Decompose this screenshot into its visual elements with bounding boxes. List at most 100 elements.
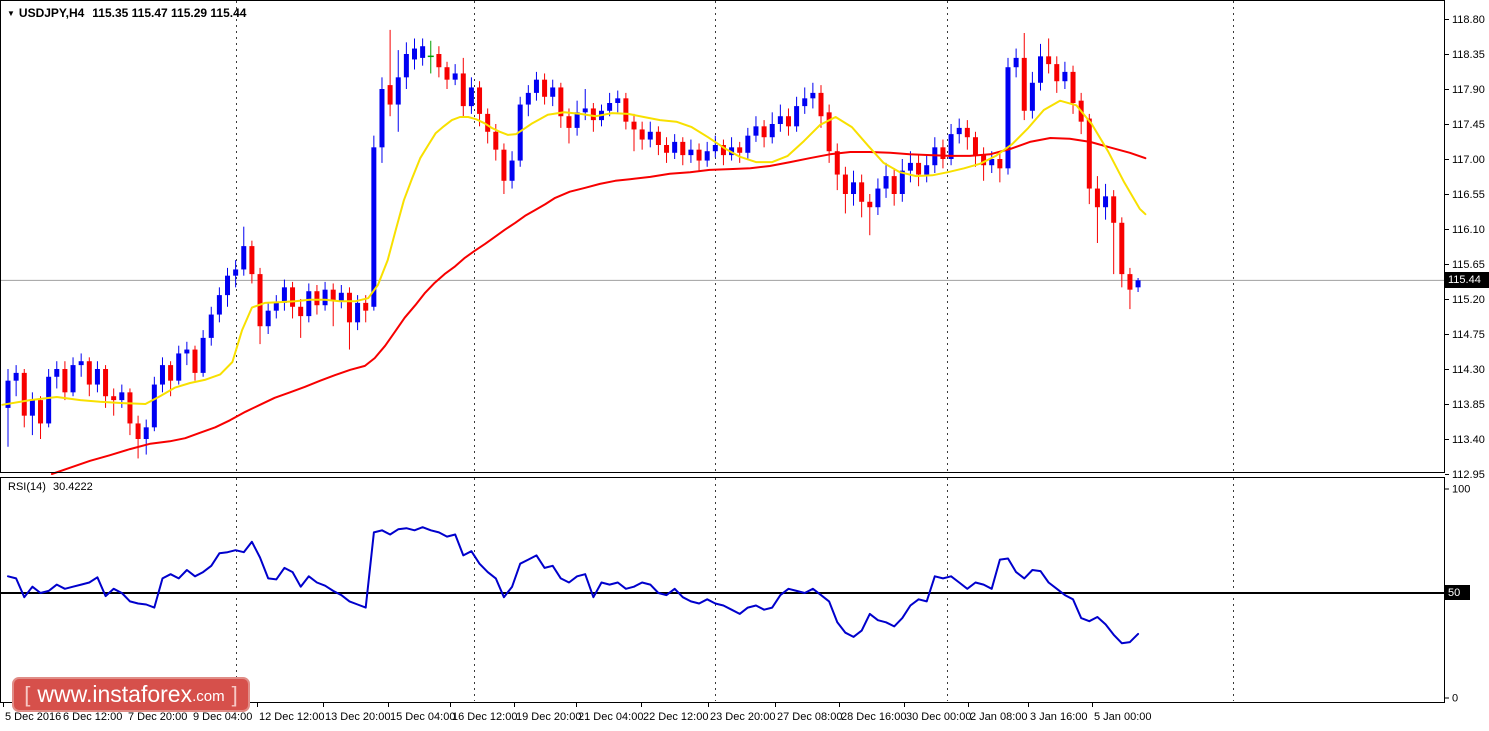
candle-body: [712, 145, 718, 152]
candle-body: [1054, 64, 1060, 82]
candle-body: [200, 337, 206, 373]
rsi-panel-border: [0, 477, 1445, 703]
candle-body: [550, 87, 556, 97]
candle-body: [86, 361, 92, 385]
candle-body: [127, 392, 133, 424]
candle-body: [1119, 222, 1125, 275]
candle-body: [468, 87, 474, 107]
candle-body: [972, 137, 978, 156]
candle-body: [62, 369, 68, 393]
candle-body: [281, 287, 287, 303]
candle-body: [761, 126, 767, 138]
candle-body: [891, 176, 897, 195]
time-axis-label: 2 Jan 08:00: [970, 711, 1028, 723]
time-axis-label: 5 Dec 2016: [5, 711, 61, 723]
candle-body: [314, 291, 320, 306]
candle-body: [794, 106, 800, 127]
candle-body: [330, 289, 336, 301]
price-axis-label: 114.30: [1452, 364, 1485, 376]
price-axis-label: 117.45: [1452, 119, 1485, 131]
candle-body: [1127, 274, 1133, 290]
time-axis-label: 6 Dec 12:00: [63, 711, 122, 723]
candle-body: [233, 269, 239, 276]
candle-body: [574, 112, 580, 128]
candle-body: [306, 291, 312, 317]
time-axis-label: 7 Dec 20:00: [128, 711, 187, 723]
candle-body: [184, 349, 190, 354]
candle-body: [257, 274, 263, 327]
current-price-badge: 115.44: [1445, 272, 1489, 288]
candle-body: [907, 162, 913, 171]
time-axis-label: 22 Dec 12:00: [643, 711, 708, 723]
candle-body: [485, 113, 491, 132]
candle-body: [54, 369, 60, 377]
candle-body: [395, 77, 401, 105]
candle-body: [558, 87, 564, 117]
candle-body: [785, 116, 791, 127]
candle-body: [1062, 71, 1068, 82]
main-panel-border: [0, 0, 1445, 473]
candle-body: [78, 361, 84, 366]
watermark-open-bracket: [: [24, 681, 31, 707]
rsi-level-badge: 50: [1445, 585, 1470, 600]
candle-body: [94, 369, 100, 385]
candle-body: [143, 427, 149, 440]
price-axis-label: 112.95: [1452, 469, 1485, 481]
time-axis-label: 28 Dec 16:00: [841, 711, 906, 723]
candle-body: [956, 127, 962, 135]
rsi-indicator-name: RSI(14): [8, 481, 46, 493]
candle-body: [696, 149, 702, 161]
candle-body: [273, 302, 279, 311]
time-axis-label: 21 Dec 04:00: [578, 711, 643, 723]
candle-body: [225, 275, 231, 296]
candle-body: [509, 160, 515, 181]
candle-body: [38, 400, 44, 424]
candle-body: [379, 89, 385, 148]
candle-body: [948, 134, 954, 160]
candle-body: [135, 423, 141, 440]
candle-body: [753, 126, 759, 136]
time-axis-label: 27 Dec 08:00: [777, 711, 842, 723]
candle-body: [989, 159, 995, 166]
candle-body: [631, 121, 637, 130]
candle-body: [542, 79, 548, 97]
candle-body: [1013, 57, 1019, 68]
candle-body: [412, 48, 417, 60]
candle-body: [1070, 71, 1076, 104]
candle-body: [655, 131, 661, 146]
candle-body: [387, 85, 393, 105]
candle-body: [298, 306, 304, 317]
time-axis-label: 23 Dec 20:00: [710, 711, 775, 723]
time-axis-label: 3 Jan 16:00: [1030, 711, 1088, 723]
price-axis-label: 117.00: [1452, 154, 1485, 166]
candle-body: [346, 292, 352, 323]
watermark-suffix: .com: [192, 688, 225, 705]
candle-body: [216, 295, 222, 315]
candle-body: [875, 188, 881, 208]
candle-body: [867, 201, 873, 208]
candle-body: [1029, 82, 1035, 111]
candle-body: [964, 127, 970, 138]
candle-body: [769, 124, 775, 138]
rsi-axis-label: 100: [1452, 484, 1470, 496]
candle-body: [46, 376, 52, 424]
candle-body: [176, 353, 182, 381]
candle-body: [420, 46, 426, 58]
time-axis-label: 30 Dec 00:00: [906, 711, 971, 723]
candle-body: [1005, 67, 1011, 169]
candle-body: [249, 246, 255, 275]
candle-body: [477, 87, 483, 114]
time-axis-label: 16 Dec 12:00: [452, 711, 517, 723]
candle-body: [582, 108, 588, 113]
candle-body: [802, 98, 808, 107]
time-axis-label: 5 Jan 00:00: [1094, 711, 1152, 723]
candle-body: [737, 147, 743, 153]
time-axis-label: 13 Dec 20:00: [325, 711, 390, 723]
candle-body: [607, 103, 613, 111]
rsi-indicator-label: RSI(14) 30.4222: [8, 481, 93, 493]
candle-body: [834, 151, 840, 175]
candle-body: [111, 396, 117, 401]
candle-body: [720, 145, 726, 156]
